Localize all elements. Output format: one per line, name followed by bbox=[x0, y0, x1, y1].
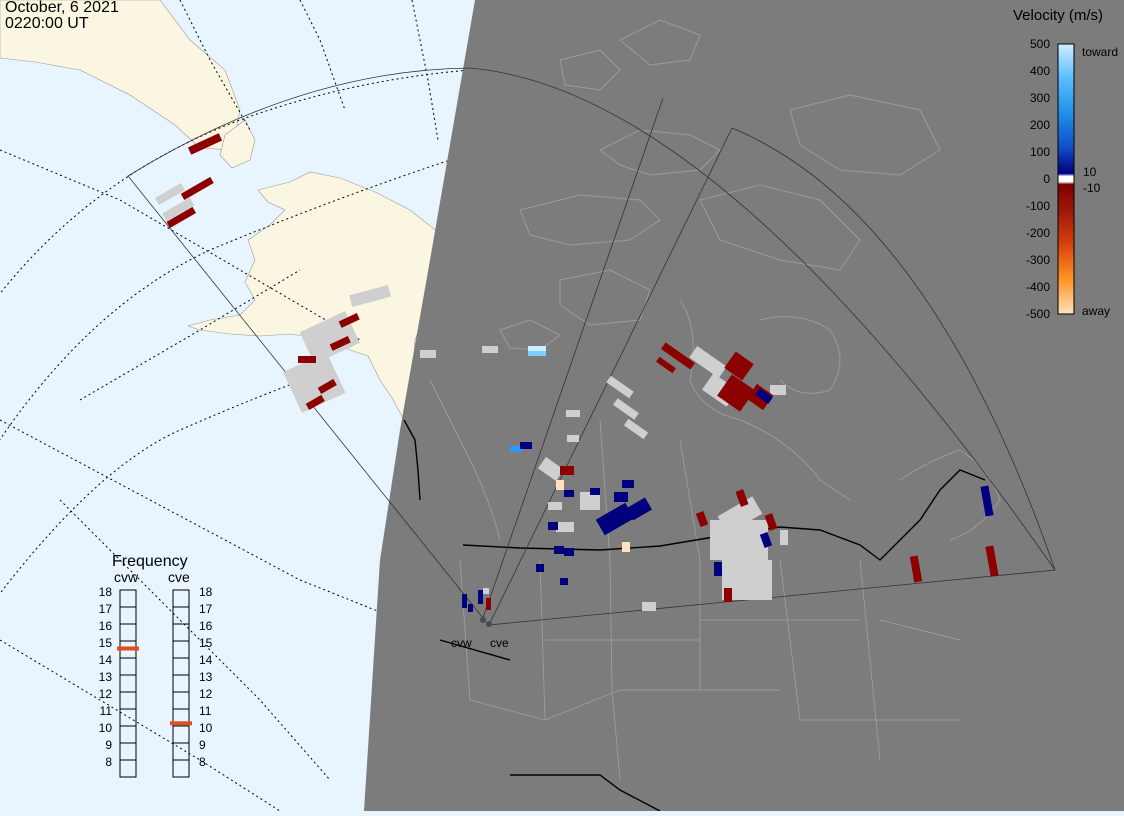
time-label: 0220:00 UT bbox=[5, 15, 89, 32]
frequency-tick-right: 9 bbox=[199, 738, 206, 752]
colorbar-away-label: away bbox=[1082, 304, 1110, 318]
frequency-cell bbox=[172, 759, 190, 778]
colorbar-tick-label: -200 bbox=[1026, 226, 1050, 240]
frequency-radar-right: cve bbox=[168, 569, 190, 585]
radar-label-cvw: cvw bbox=[451, 636, 472, 650]
colorbar-gradient bbox=[1057, 43, 1075, 315]
frequency-cell bbox=[119, 759, 137, 778]
frequency-tick-right: 11 bbox=[199, 704, 212, 718]
frequency-grid: 18 18 17 17 16 16 15 15 14 14 13 13 12 12 11 11 10 10 9 9 8 8 bbox=[99, 585, 213, 778]
state-borders bbox=[459, 419, 961, 781]
radar-site-cve bbox=[486, 621, 492, 627]
colorbar-title: Velocity (m/s) bbox=[1013, 7, 1103, 24]
frequency-marker-cvw bbox=[117, 646, 139, 651]
colorbar-tick-label: 500 bbox=[1030, 37, 1050, 51]
lat-lon-grid bbox=[0, 0, 471, 812]
frequency-tick-left: 14 bbox=[99, 653, 113, 667]
frequency-marker-cve bbox=[170, 721, 192, 726]
frequency-title: Frequency bbox=[112, 553, 188, 570]
frequency-tick-left: 17 bbox=[99, 602, 113, 616]
land-cape bbox=[219, 119, 256, 169]
colorbar-tick-label: -300 bbox=[1026, 253, 1050, 267]
radar-fov bbox=[127, 67, 1056, 626]
colorbar-toward-label: toward bbox=[1082, 45, 1118, 59]
frequency-tick-right: 15 bbox=[199, 636, 213, 650]
colorbar-neg-label: -10 bbox=[1083, 181, 1101, 195]
velocity-colorbar: Velocity (m/s) 500 400 300 200 100 0 -100 -200 -… bbox=[1013, 7, 1118, 321]
frequency-tick-left: 12 bbox=[99, 687, 113, 701]
frequency-tick-left: 8 bbox=[105, 755, 112, 769]
colorbar-tick-label: -500 bbox=[1026, 307, 1050, 321]
colorbar-tick-label: 200 bbox=[1030, 118, 1050, 132]
colorbar-tick-label: -100 bbox=[1026, 199, 1050, 213]
frequency-tick-right: 10 bbox=[199, 721, 213, 735]
date-label: October, 6 2021 bbox=[5, 0, 119, 16]
radar-label-cve: cve bbox=[490, 636, 509, 650]
frequency-tick-right: 16 bbox=[199, 619, 213, 633]
colorbar-tick-label: 300 bbox=[1030, 91, 1050, 105]
frequency-tick-right: 18 bbox=[199, 585, 213, 599]
velocity-toward bbox=[462, 346, 994, 612]
frequency-tick-right: 14 bbox=[199, 653, 213, 667]
frequency-tick-left: 9 bbox=[105, 738, 112, 752]
frequency-panel: Frequency cvw cve 18 18 17 17 16 16 15 15 14 14 13… bbox=[99, 553, 213, 778]
frequency-tick-left: 16 bbox=[99, 619, 113, 633]
frequency-tick-left: 13 bbox=[99, 670, 113, 684]
colorbar-tick-label: 400 bbox=[1030, 64, 1050, 78]
frequency-tick-left: 11 bbox=[100, 704, 113, 718]
frequency-tick-right: 12 bbox=[199, 687, 213, 701]
frequency-tick-left: 18 bbox=[99, 585, 113, 599]
colorbar-ticks: 500 400 300 200 100 0 -100 -200 -300 -400 -500 bbox=[1026, 37, 1050, 321]
frequency-tick-left: 10 bbox=[99, 721, 113, 735]
frequency-tick-right: 17 bbox=[199, 602, 213, 616]
frequency-tick-right: 13 bbox=[199, 670, 213, 684]
colorbar-tick-label: -400 bbox=[1026, 280, 1050, 294]
national-borders bbox=[403, 419, 986, 812]
colorbar-tick-label: 0 bbox=[1043, 172, 1050, 186]
colorbar-pos-label: 10 bbox=[1083, 165, 1097, 179]
coastlines bbox=[429, 19, 1001, 541]
frequency-tick-left: 15 bbox=[99, 636, 113, 650]
frequency-radar-left: cvw bbox=[114, 569, 139, 585]
colorbar-tick-label: 100 bbox=[1030, 145, 1050, 159]
frequency-tick-right: 8 bbox=[199, 755, 206, 769]
radar-site-cvw bbox=[480, 617, 486, 623]
